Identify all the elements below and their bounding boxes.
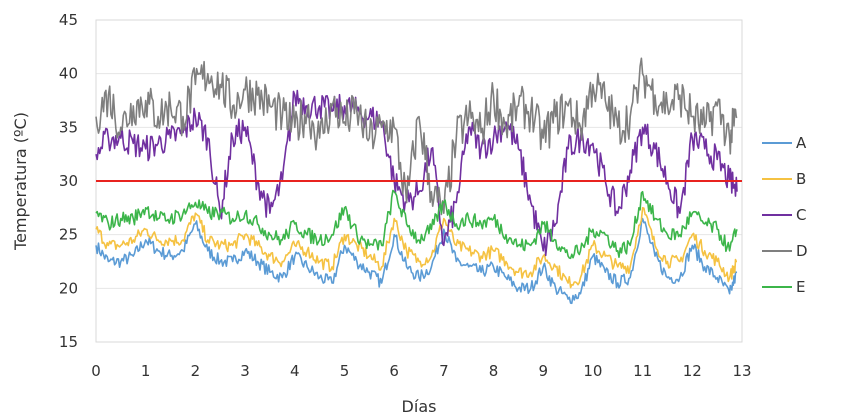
legend-label-c: C <box>796 206 806 224</box>
y-axis-ticks: 15 20 25 30 35 40 45 <box>59 11 78 351</box>
y-tick-label: 20 <box>59 279 78 297</box>
series-line-a <box>95 217 738 305</box>
y-tick-label: 40 <box>59 65 78 83</box>
series-line-e <box>95 189 738 260</box>
y-tick-label: 15 <box>59 333 78 351</box>
x-tick-label: 6 <box>389 362 399 380</box>
y-tick-label: 35 <box>59 118 78 136</box>
x-tick-label: 5 <box>340 362 350 380</box>
legend-label-d: D <box>796 242 808 260</box>
x-axis-ticks: 0 1 2 3 4 5 6 7 8 9 10 11 12 13 <box>91 362 751 380</box>
y-tick-label: 45 <box>59 11 78 29</box>
x-tick-label: 7 <box>439 362 449 380</box>
legend-label-a: A <box>796 134 807 152</box>
x-tick-label: 4 <box>290 362 300 380</box>
y-tick-label: 25 <box>59 226 78 244</box>
x-tick-label: 8 <box>489 362 499 380</box>
x-tick-label: 2 <box>191 362 201 380</box>
x-tick-label: 1 <box>141 362 151 380</box>
legend-label-b: B <box>796 170 806 188</box>
series-line-c <box>95 89 738 257</box>
series-line-d <box>95 57 738 216</box>
y-tick-label: 30 <box>59 172 78 190</box>
series-line-b <box>95 207 738 289</box>
x-axis-label: Días <box>402 397 437 416</box>
x-tick-label: 12 <box>683 362 702 380</box>
x-tick-label: 3 <box>240 362 250 380</box>
y-axis-label: Temperatura (ºC) <box>11 112 30 251</box>
x-tick-label: 9 <box>538 362 548 380</box>
x-tick-label: 10 <box>583 362 602 380</box>
x-tick-label: 11 <box>633 362 652 380</box>
legend-label-e: E <box>796 278 805 296</box>
series-lines <box>95 57 738 305</box>
x-tick-label: 13 <box>732 362 751 380</box>
x-tick-label: 0 <box>91 362 101 380</box>
